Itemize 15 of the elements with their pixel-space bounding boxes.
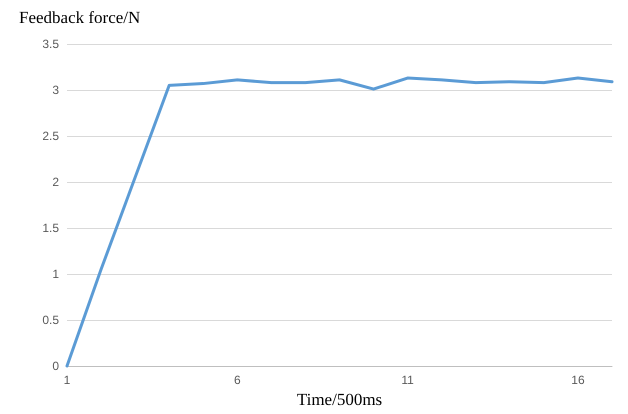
line-series xyxy=(66,76,614,368)
x-tick-label: 11 xyxy=(401,373,414,387)
y-tick-label: 1.5 xyxy=(42,221,60,235)
y-tick-label: 2.5 xyxy=(42,129,60,143)
x-tick-label: 1 xyxy=(64,373,71,387)
x-axis-title: Time/500ms xyxy=(296,390,382,409)
y-tick-label: 0.5 xyxy=(42,313,60,327)
y-tick-label: 2 xyxy=(52,175,60,189)
x-tick-label: 16 xyxy=(571,373,585,387)
y-tick-label: 1 xyxy=(52,267,60,281)
y-tick-label: 3.5 xyxy=(42,37,60,51)
y-tick-label: 3 xyxy=(52,83,60,97)
y-tick-label: 0 xyxy=(52,359,60,373)
y-axis-title: Feedback force/N xyxy=(19,8,140,27)
x-tick-label: 6 xyxy=(234,373,241,387)
